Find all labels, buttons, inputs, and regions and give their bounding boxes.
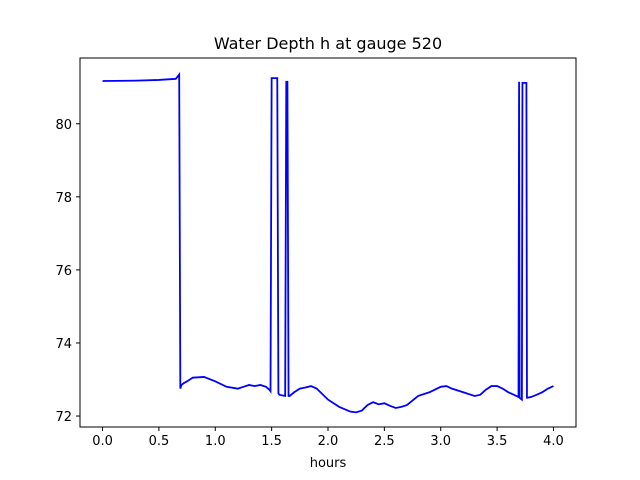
y-tick-label: 72 xyxy=(55,410,72,425)
y-tick-label: 78 xyxy=(55,191,72,206)
x-tick-label: 1.5 xyxy=(261,434,282,449)
x-tick-label: 1.0 xyxy=(205,434,226,449)
x-tick-label: 0.5 xyxy=(149,434,170,449)
x-tick-label: 2.0 xyxy=(318,434,339,449)
x-tick-label: 0.0 xyxy=(92,434,113,449)
x-tick-label: 3.5 xyxy=(487,434,508,449)
x-axis-label: hours xyxy=(310,456,347,471)
x-tick-label: 2.5 xyxy=(374,434,395,449)
y-tick-label: 74 xyxy=(55,337,72,352)
x-axis-ticks: 0.0 0.5 1.0 1.5 2.0 2.5 3.0 3.5 4.0 xyxy=(92,427,564,449)
series-layer xyxy=(102,71,554,414)
series-line-0 xyxy=(102,71,554,414)
chart-title: Water Depth h at gauge 520 xyxy=(214,34,442,53)
y-tick-label: 80 xyxy=(55,118,72,133)
y-axis-ticks: 72 74 76 78 80 xyxy=(55,118,80,425)
y-tick-label: 76 xyxy=(55,264,72,279)
x-tick-label: 3.0 xyxy=(430,434,451,449)
plot-area xyxy=(80,58,576,427)
plot-frame xyxy=(79,57,577,428)
x-tick-label: 4.0 xyxy=(543,434,564,449)
